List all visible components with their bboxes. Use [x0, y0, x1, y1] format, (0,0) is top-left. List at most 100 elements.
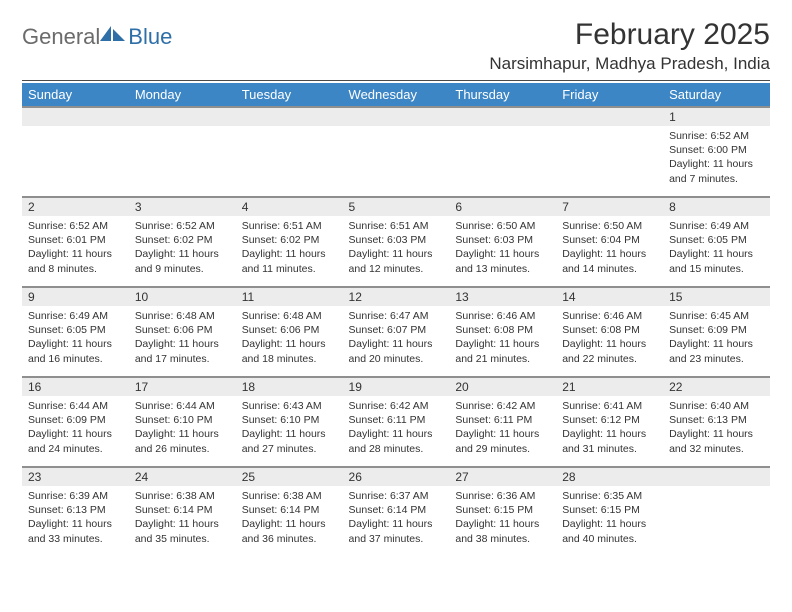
- logo: General Blue: [22, 24, 172, 50]
- day-content: Sunrise: 6:43 AMSunset: 6:10 PMDaylight:…: [236, 396, 343, 460]
- sunset: Sunset: 6:06 PM: [242, 323, 337, 337]
- sunset: Sunset: 6:05 PM: [28, 323, 123, 337]
- day-number: 4: [236, 196, 343, 216]
- day-cell: [343, 126, 450, 196]
- day-content: Sunrise: 6:42 AMSunset: 6:11 PMDaylight:…: [343, 396, 450, 460]
- sunset: Sunset: 6:14 PM: [242, 503, 337, 517]
- sunset: Sunset: 6:10 PM: [242, 413, 337, 427]
- daylight: Daylight: 11 hours and 18 minutes.: [242, 337, 337, 365]
- sunrise: Sunrise: 6:35 AM: [562, 489, 657, 503]
- day-number: 26: [343, 466, 450, 486]
- sunset: Sunset: 6:04 PM: [562, 233, 657, 247]
- logo-text-general: General: [22, 24, 100, 50]
- sunrise: Sunrise: 6:44 AM: [28, 399, 123, 413]
- day-number: 6: [449, 196, 556, 216]
- day-cell: Sunrise: 6:51 AMSunset: 6:03 PMDaylight:…: [343, 216, 450, 286]
- sunset: Sunset: 6:11 PM: [349, 413, 444, 427]
- daylight: Daylight: 11 hours and 9 minutes.: [135, 247, 230, 275]
- sunrise: Sunrise: 6:49 AM: [28, 309, 123, 323]
- sunset: Sunset: 6:03 PM: [455, 233, 550, 247]
- day-cell: Sunrise: 6:42 AMSunset: 6:11 PMDaylight:…: [343, 396, 450, 466]
- month-title: February 2025: [489, 18, 770, 52]
- day-number-cell: 14: [556, 286, 663, 306]
- sunrise: Sunrise: 6:50 AM: [562, 219, 657, 233]
- daylight: Daylight: 11 hours and 7 minutes.: [669, 157, 764, 185]
- sunset: Sunset: 6:02 PM: [242, 233, 337, 247]
- logo-text-blue: Blue: [128, 24, 172, 50]
- daylight: Daylight: 11 hours and 35 minutes.: [135, 517, 230, 545]
- sunrise: Sunrise: 6:49 AM: [669, 219, 764, 233]
- day-content: Sunrise: 6:44 AMSunset: 6:10 PMDaylight:…: [129, 396, 236, 460]
- sunrise: Sunrise: 6:47 AM: [349, 309, 444, 323]
- day-cell: Sunrise: 6:51 AMSunset: 6:02 PMDaylight:…: [236, 216, 343, 286]
- day-number-cell: 22: [663, 376, 770, 396]
- daylight: Daylight: 11 hours and 15 minutes.: [669, 247, 764, 275]
- sunset: Sunset: 6:03 PM: [349, 233, 444, 247]
- day-content: Sunrise: 6:51 AMSunset: 6:02 PMDaylight:…: [236, 216, 343, 280]
- day-number: 25: [236, 466, 343, 486]
- sunset: Sunset: 6:07 PM: [349, 323, 444, 337]
- day-cell: Sunrise: 6:47 AMSunset: 6:07 PMDaylight:…: [343, 306, 450, 376]
- day-number: 24: [129, 466, 236, 486]
- sunset: Sunset: 6:15 PM: [455, 503, 550, 517]
- daylight: Daylight: 11 hours and 28 minutes.: [349, 427, 444, 455]
- day-header: Thursday: [449, 83, 556, 106]
- day-content: Sunrise: 6:36 AMSunset: 6:15 PMDaylight:…: [449, 486, 556, 550]
- day-content: Sunrise: 6:47 AMSunset: 6:07 PMDaylight:…: [343, 306, 450, 370]
- day-number-cell: 24: [129, 466, 236, 486]
- day-number-cell: 27: [449, 466, 556, 486]
- sunrise: Sunrise: 6:52 AM: [28, 219, 123, 233]
- day-number-cell: 17: [129, 376, 236, 396]
- sunrise: Sunrise: 6:38 AM: [242, 489, 337, 503]
- daylight: Daylight: 11 hours and 23 minutes.: [669, 337, 764, 365]
- day-number-cell: 25: [236, 466, 343, 486]
- day-number-cell: 18: [236, 376, 343, 396]
- day-content: Sunrise: 6:51 AMSunset: 6:03 PMDaylight:…: [343, 216, 450, 280]
- day-header: Saturday: [663, 83, 770, 106]
- daylight: Daylight: 11 hours and 11 minutes.: [242, 247, 337, 275]
- day-number: 27: [449, 466, 556, 486]
- day-number: 10: [129, 286, 236, 306]
- day-number-cell: 20: [449, 376, 556, 396]
- sunrise: Sunrise: 6:51 AM: [349, 219, 444, 233]
- day-number-cell: 16: [22, 376, 129, 396]
- day-cell: Sunrise: 6:38 AMSunset: 6:14 PMDaylight:…: [129, 486, 236, 556]
- day-content: Sunrise: 6:45 AMSunset: 6:09 PMDaylight:…: [663, 306, 770, 370]
- day-number: [22, 106, 129, 126]
- week-number-row: 1: [22, 106, 770, 126]
- day-number: 5: [343, 196, 450, 216]
- sunset: Sunset: 6:01 PM: [28, 233, 123, 247]
- day-cell: [663, 486, 770, 556]
- day-number-cell: [449, 106, 556, 126]
- day-number: 11: [236, 286, 343, 306]
- header-divider: [22, 80, 770, 81]
- day-cell: Sunrise: 6:52 AMSunset: 6:02 PMDaylight:…: [129, 216, 236, 286]
- day-number: 9: [22, 286, 129, 306]
- day-content: Sunrise: 6:52 AMSunset: 6:01 PMDaylight:…: [22, 216, 129, 280]
- day-number-cell: 26: [343, 466, 450, 486]
- day-content: Sunrise: 6:39 AMSunset: 6:13 PMDaylight:…: [22, 486, 129, 550]
- day-number: [556, 106, 663, 126]
- day-content: Sunrise: 6:49 AMSunset: 6:05 PMDaylight:…: [663, 216, 770, 280]
- day-number: [129, 106, 236, 126]
- day-number: 17: [129, 376, 236, 396]
- sunrise: Sunrise: 6:48 AM: [135, 309, 230, 323]
- sunrise: Sunrise: 6:52 AM: [669, 129, 764, 143]
- day-cell: Sunrise: 6:46 AMSunset: 6:08 PMDaylight:…: [556, 306, 663, 376]
- sunset: Sunset: 6:13 PM: [28, 503, 123, 517]
- sunrise: Sunrise: 6:42 AM: [349, 399, 444, 413]
- day-cell: Sunrise: 6:45 AMSunset: 6:09 PMDaylight:…: [663, 306, 770, 376]
- day-number-cell: [22, 106, 129, 126]
- day-number: 15: [663, 286, 770, 306]
- day-cell: [449, 126, 556, 196]
- day-number-cell: [343, 106, 450, 126]
- day-number-cell: 4: [236, 196, 343, 216]
- daylight: Daylight: 11 hours and 40 minutes.: [562, 517, 657, 545]
- sunset: Sunset: 6:05 PM: [669, 233, 764, 247]
- daylight: Daylight: 11 hours and 31 minutes.: [562, 427, 657, 455]
- sunrise: Sunrise: 6:41 AM: [562, 399, 657, 413]
- week-number-row: 232425262728: [22, 466, 770, 486]
- daylight: Daylight: 11 hours and 21 minutes.: [455, 337, 550, 365]
- daylight: Daylight: 11 hours and 17 minutes.: [135, 337, 230, 365]
- calendar-header-row: SundayMondayTuesdayWednesdayThursdayFrid…: [22, 83, 770, 106]
